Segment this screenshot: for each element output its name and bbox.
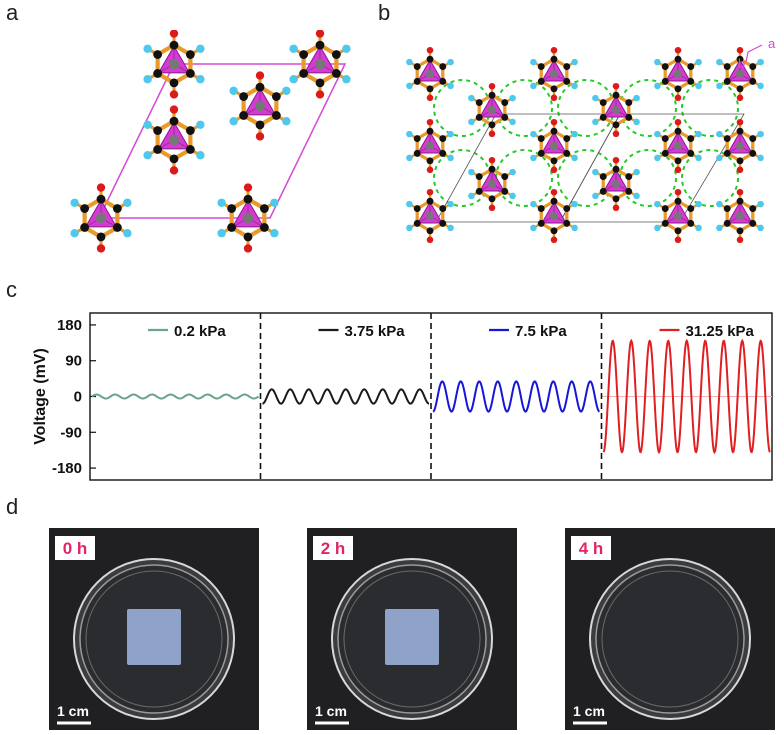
time-label: 0 h: [63, 539, 88, 558]
hbond-ring: [681, 149, 739, 207]
y-tick-label: -90: [60, 424, 82, 441]
photo-panel: 2 h 1 cm: [307, 528, 517, 730]
molecule: [654, 188, 702, 244]
molecule: [406, 118, 454, 174]
photo-panel: 4 h 1 cm: [565, 528, 775, 730]
molecule: [468, 156, 516, 212]
molecule: [229, 71, 291, 141]
hbond-ring: [619, 79, 677, 137]
panel-label-b: b: [378, 0, 391, 25]
molecule: [592, 156, 640, 212]
hbond-ring: [681, 79, 739, 137]
molecule: [70, 183, 132, 253]
film-sample: [385, 609, 439, 665]
petri-dish: [73, 558, 235, 720]
series-line: [602, 338, 771, 455]
series-line: [262, 388, 430, 405]
molecule: [716, 118, 764, 174]
series-line: [91, 393, 260, 400]
legend-label: 7.5 kPa: [515, 323, 567, 340]
y-tick-label: -180: [52, 460, 82, 477]
molecule: [716, 46, 764, 102]
molecule: [530, 188, 578, 244]
molecule: [143, 30, 205, 99]
molecule: [654, 118, 702, 174]
y-tick-label: 180: [57, 317, 82, 334]
hbond-ring: [433, 79, 491, 137]
molecule: [530, 118, 578, 174]
molecule: [716, 188, 764, 244]
film-sample: [127, 609, 181, 665]
series-line: [432, 380, 600, 413]
panel-label-c: c: [6, 277, 17, 302]
y-tick-label: 0: [74, 389, 82, 406]
hbond-ring: [619, 149, 677, 207]
axis-label-a: a: [768, 36, 776, 51]
legend-label: 3.75 kPa: [345, 323, 406, 340]
molecule: [143, 105, 205, 175]
photo-panel: 0 h 1 cm: [49, 528, 259, 730]
y-axis-label: Voltage (mV): [32, 348, 49, 445]
molecule: [406, 188, 454, 244]
time-label-bg: [55, 536, 95, 560]
legend-label: 0.2 kPa: [174, 323, 226, 340]
molecule: [289, 30, 351, 99]
molecule: [530, 46, 578, 102]
molecule: [654, 46, 702, 102]
scale-label: 1 cm: [57, 703, 89, 719]
panel-label-a: a: [6, 0, 19, 25]
legend-label: 31.25 kPa: [686, 323, 755, 340]
time-label: 2 h: [321, 539, 346, 558]
hbond-ring: [495, 149, 553, 207]
molecule: [468, 82, 516, 138]
scale-label: 1 cm: [573, 703, 605, 719]
molecule: [217, 183, 279, 253]
y-tick-label: 90: [65, 353, 82, 370]
molecule: [592, 82, 640, 138]
crystal-structure-a: [70, 30, 351, 253]
molecule: [406, 46, 454, 102]
scale-label: 1 cm: [315, 703, 347, 719]
petri-dish: [589, 558, 751, 720]
crystal-structure-b: ab: [406, 36, 776, 244]
hbond-ring: [557, 79, 615, 137]
axis-label-b: b: [738, 56, 745, 71]
time-label-bg: [313, 536, 353, 560]
plot-frame: [89, 312, 773, 481]
hbond-ring: [495, 79, 553, 137]
petri-dish: [331, 558, 493, 720]
panel-label-d: d: [6, 494, 19, 519]
time-label-bg: [571, 536, 611, 560]
time-label: 4 h: [579, 539, 604, 558]
